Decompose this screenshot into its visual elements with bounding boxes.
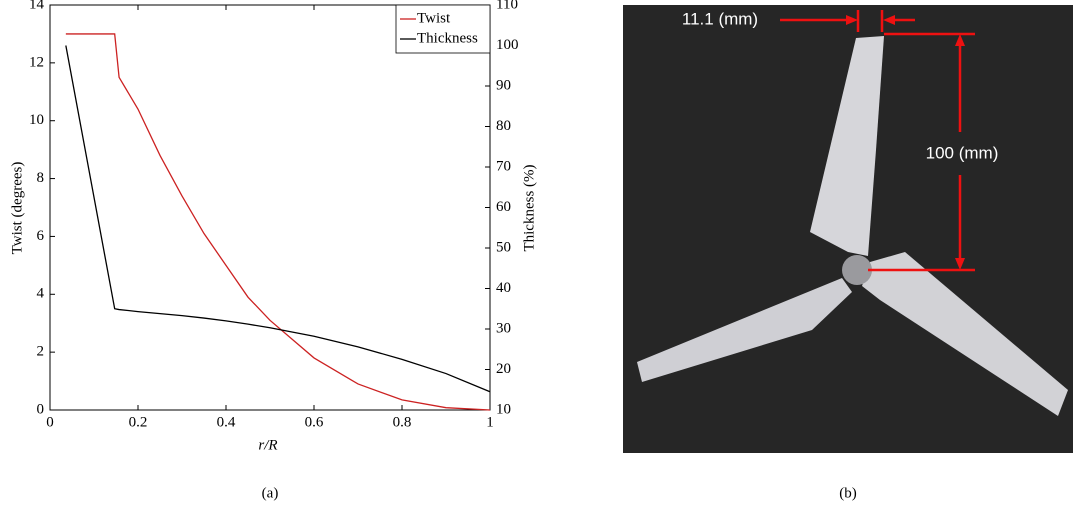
plot-frame [50, 5, 490, 410]
x-tick-label: 0 [46, 414, 54, 430]
caption: (a) [262, 485, 279, 501]
y2-tick-label: 110 [496, 0, 518, 12]
y2-tick-label: 30 [496, 320, 511, 336]
figure: r/R Twist (degrees) Thickness (%) (a) (b… [0, 0, 1078, 518]
y-tick-label: 10 [29, 112, 44, 128]
y-tick-label: 14 [29, 0, 45, 12]
x-axis-label: r/R [258, 437, 277, 453]
series-line [66, 46, 490, 392]
y-tick-label: 12 [29, 54, 44, 70]
y-tick-label: 0 [37, 401, 45, 417]
x-tick-label: 1 [486, 414, 494, 430]
series-line [66, 34, 490, 410]
photo: 11.1 (mm) 100 (mm) [623, 5, 1073, 453]
y-axis-label: Twist (degrees) [9, 162, 25, 255]
y-tick-label: 2 [37, 344, 45, 360]
hub [842, 255, 872, 285]
y2-tick-label: 80 [496, 118, 511, 134]
legend-label: Twist [417, 10, 451, 26]
legend-label: Thickness [417, 30, 478, 46]
length-label: 100 (mm) [926, 143, 999, 162]
y2-tick-label: 10 [496, 401, 511, 417]
y2-tick-label: 60 [496, 199, 511, 215]
x-tick-label: 0.6 [305, 414, 324, 430]
y2-tick-label: 100 [496, 37, 519, 53]
y2-tick-label: 20 [496, 361, 511, 377]
y2-tick-label: 90 [496, 77, 511, 93]
y2-tick-label: 70 [496, 158, 511, 174]
y-tick-label: 8 [37, 170, 45, 186]
y-tick-label: 6 [37, 228, 45, 244]
x-tick-label: 0.2 [129, 414, 148, 430]
y2-tick-label: 50 [496, 239, 511, 255]
y2-tick-label: 40 [496, 280, 511, 296]
width-label: 11.1 (mm) [682, 9, 758, 28]
y-tick-label: 4 [37, 286, 45, 302]
caption: (b) [839, 485, 857, 501]
x-tick-label: 0.8 [393, 414, 412, 430]
y2-axis-label: Thickness (%) [521, 164, 537, 251]
x-tick-label: 0.4 [217, 414, 236, 430]
